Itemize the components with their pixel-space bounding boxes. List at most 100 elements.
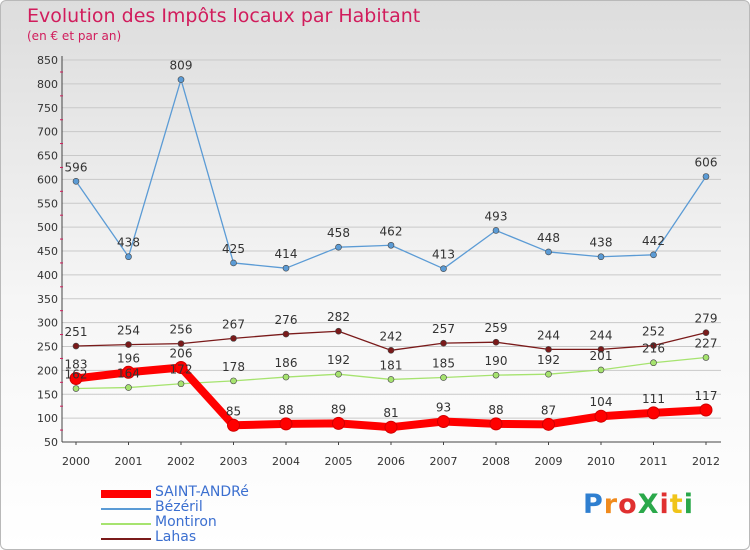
data-point xyxy=(440,374,447,381)
data-label: 279 xyxy=(695,312,718,326)
data-label: 276 xyxy=(275,313,298,327)
data-label: 606 xyxy=(695,156,718,170)
data-label: 493 xyxy=(485,209,508,223)
data-point xyxy=(69,371,83,385)
y-tick-label: 250 xyxy=(37,341,58,354)
x-tick-label: 2011 xyxy=(640,455,668,468)
data-point xyxy=(230,377,237,385)
x-tick-label: 2010 xyxy=(587,455,615,468)
data-label: 244 xyxy=(537,328,560,342)
y-tick-label: 450 xyxy=(37,245,58,258)
legend-label: SAINT-ANDRé xyxy=(155,484,249,500)
data-label: 425 xyxy=(222,242,245,256)
data-point xyxy=(647,406,660,420)
y-tick-label: 50 xyxy=(44,436,58,449)
data-label: 85 xyxy=(226,404,241,418)
y-tick-label: 200 xyxy=(37,364,58,377)
x-tick-label: 2007 xyxy=(430,455,458,468)
x-tick-label: 2000 xyxy=(62,455,90,468)
chart-title: Evolution des Impôts locaux par Habitant xyxy=(27,5,421,27)
data-point xyxy=(282,373,290,381)
legend-label: Lahas xyxy=(155,529,197,545)
data-point xyxy=(699,403,713,417)
data-label: 178 xyxy=(222,360,245,374)
data-point xyxy=(387,347,395,354)
legend-swatch xyxy=(101,489,151,498)
data-point xyxy=(489,417,503,431)
data-point xyxy=(174,361,188,375)
y-tick-label: 100 xyxy=(37,412,58,425)
data-label: 164 xyxy=(117,367,140,381)
data-point xyxy=(650,251,657,259)
x-tick-label: 2005 xyxy=(325,455,353,468)
y-tick-label: 750 xyxy=(37,102,58,115)
data-label: 244 xyxy=(590,328,613,342)
data-point xyxy=(279,417,293,431)
data-point xyxy=(72,342,80,350)
y-tick-label: 650 xyxy=(37,150,58,163)
data-label: 413 xyxy=(432,248,455,262)
data-label: 282 xyxy=(327,310,350,324)
data-label: 462 xyxy=(380,224,403,238)
data-point xyxy=(597,346,605,353)
x-tick-label: 2004 xyxy=(272,455,300,468)
data-point xyxy=(650,342,657,349)
data-point xyxy=(492,227,500,234)
data-label: 172 xyxy=(170,363,193,377)
data-point xyxy=(335,327,342,335)
data-point xyxy=(72,385,80,392)
logo-letter: X xyxy=(637,489,660,520)
data-point xyxy=(335,370,342,378)
data-point xyxy=(227,418,240,432)
y-tick-label: 600 xyxy=(37,173,58,186)
y-tick-label: 150 xyxy=(37,388,58,401)
data-label: 89 xyxy=(331,402,346,416)
data-point xyxy=(177,380,185,388)
data-point xyxy=(387,376,395,383)
data-label: 227 xyxy=(695,336,718,350)
proxiti-logo: ProXiti xyxy=(583,489,694,520)
data-point xyxy=(702,173,710,180)
data-point xyxy=(702,329,710,336)
data-point xyxy=(125,384,132,391)
x-tick-label: 2002 xyxy=(167,455,195,468)
data-point xyxy=(384,420,398,434)
legend-swatch xyxy=(101,507,151,510)
data-point xyxy=(545,346,552,353)
data-label: 252 xyxy=(642,325,665,339)
data-label: 438 xyxy=(590,236,613,250)
data-point xyxy=(282,264,290,272)
y-tick-label: 550 xyxy=(37,197,58,210)
data-label: 201 xyxy=(590,349,613,363)
data-label: 192 xyxy=(537,353,560,367)
data-point xyxy=(335,243,342,251)
data-point xyxy=(650,359,657,367)
data-point xyxy=(594,409,608,423)
y-tick-label: 800 xyxy=(37,78,58,91)
data-point xyxy=(72,177,80,185)
data-label: 259 xyxy=(485,321,508,335)
data-point xyxy=(125,341,132,348)
logo-letter: i xyxy=(659,489,670,520)
data-point xyxy=(702,354,710,361)
chart-subtitle: (en € et par an) xyxy=(27,29,122,43)
legend-label: Montiron xyxy=(155,514,217,530)
y-tick-label: 300 xyxy=(37,317,58,330)
data-point xyxy=(230,259,237,267)
data-label: 181 xyxy=(380,358,403,372)
y-tick-label: 400 xyxy=(37,269,58,282)
data-point xyxy=(440,265,447,272)
data-label: 809 xyxy=(170,59,193,73)
data-label: 256 xyxy=(170,323,193,337)
data-label: 117 xyxy=(695,389,718,403)
data-point xyxy=(545,248,552,256)
data-point xyxy=(545,370,552,378)
data-label: 257 xyxy=(432,322,455,336)
y-tick-label: 500 xyxy=(37,221,58,234)
legend-swatch xyxy=(101,522,151,525)
x-tick-label: 2003 xyxy=(220,455,248,468)
y-tick-label: 850 xyxy=(37,54,58,67)
data-label: 104 xyxy=(590,395,613,409)
